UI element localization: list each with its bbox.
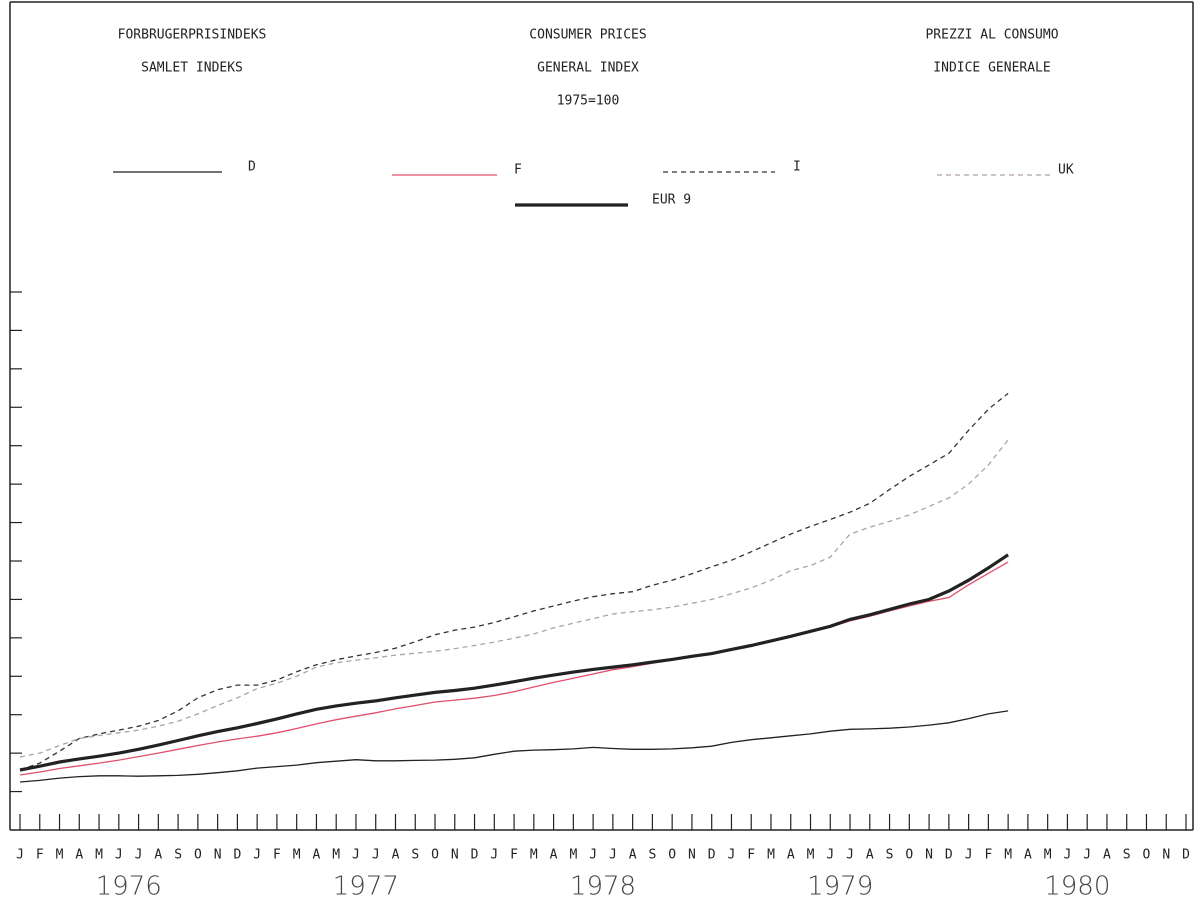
x-tick-label: J — [135, 848, 143, 863]
x-tick-label: F — [984, 848, 992, 863]
x-tick-label: A — [75, 848, 83, 863]
x-tick-label: O — [668, 848, 676, 863]
x-tick-label: S — [1123, 848, 1131, 863]
x-tick-label: F — [36, 848, 44, 863]
x-tick-label: N — [925, 848, 933, 863]
legend-label: F — [514, 163, 522, 178]
x-tick-label: O — [431, 848, 439, 863]
x-tick-label: D — [708, 848, 716, 863]
year-label: 1979 — [807, 872, 873, 902]
year-label: 1977 — [333, 872, 399, 902]
x-tick-label: M — [530, 848, 538, 863]
legend-label: D — [248, 160, 256, 175]
x-tick-label: A — [154, 848, 162, 863]
x-tick-label: A — [1103, 848, 1111, 863]
x-tick-label: A — [787, 848, 795, 863]
x-tick-label: S — [411, 848, 419, 863]
x-tick-label: J — [352, 848, 360, 863]
x-tick-label: J — [846, 848, 854, 863]
x-tick-label: M — [767, 848, 775, 863]
chart-title: CONSUMER PRICES — [529, 28, 646, 43]
chart-title: GENERAL INDEX — [537, 61, 639, 76]
x-tick-label: A — [392, 848, 400, 863]
x-tick-label: J — [728, 848, 736, 863]
x-tick-label: S — [174, 848, 182, 863]
year-label: 1980 — [1044, 872, 1110, 902]
series-line — [19, 439, 1009, 758]
x-tick-label: N — [688, 848, 696, 863]
series-line — [19, 710, 1009, 783]
x-tick-label: J — [826, 848, 834, 863]
x-tick-label: N — [214, 848, 222, 863]
x-tick-label: O — [1143, 848, 1151, 863]
x-tick-label: A — [866, 848, 874, 863]
x-tick-label: O — [194, 848, 202, 863]
chart-title: FORBRUGERPRISINDEKS — [118, 28, 267, 43]
x-tick-label: A — [1024, 848, 1032, 863]
x-tick-label: F — [747, 848, 755, 863]
year-label: 1976 — [96, 872, 162, 902]
x-tick-label: J — [253, 848, 261, 863]
x-tick-label: J — [589, 848, 597, 863]
x-tick-label: M — [569, 848, 577, 863]
x-tick-label: J — [372, 848, 380, 863]
x-tick-label: N — [1162, 848, 1170, 863]
x-tick-label: D — [233, 848, 241, 863]
x-tick-label: J — [115, 848, 123, 863]
x-tick-label: A — [629, 848, 637, 863]
chart-title: PREZZI AL CONSUMO — [925, 28, 1058, 43]
x-tick-label: O — [905, 848, 913, 863]
x-tick-label: J — [16, 848, 24, 863]
x-tick-label: J — [1083, 848, 1091, 863]
x-tick-label: F — [273, 848, 281, 863]
x-tick-label: A — [313, 848, 321, 863]
x-tick-label: F — [510, 848, 518, 863]
x-tick-label: S — [886, 848, 894, 863]
series-line — [19, 392, 1009, 771]
legend-label: I — [793, 160, 801, 175]
chart-title: INDICE GENERALE — [933, 61, 1050, 76]
x-tick-label: M — [95, 848, 103, 863]
x-tick-label: M — [1044, 848, 1052, 863]
x-tick-label: J — [965, 848, 973, 863]
x-tick-label: M — [293, 848, 301, 863]
legend-label: UK — [1058, 163, 1074, 178]
year-label: 1978 — [570, 872, 636, 902]
x-tick-label: A — [550, 848, 558, 863]
x-tick-label: N — [451, 848, 459, 863]
x-tick-label: M — [807, 848, 815, 863]
x-tick-label: M — [332, 848, 340, 863]
x-tick-label: M — [1004, 848, 1012, 863]
x-tick-label: J — [609, 848, 617, 863]
legend-label: EUR 9 — [652, 193, 691, 208]
x-tick-label: J — [1064, 848, 1072, 863]
x-tick-label: D — [945, 848, 953, 863]
x-tick-label: D — [471, 848, 479, 863]
x-tick-label: M — [56, 848, 64, 863]
chart-title: SAMLET INDEKS — [141, 61, 243, 76]
x-tick-label: S — [648, 848, 656, 863]
x-tick-label: J — [490, 848, 498, 863]
chart-title: 1975=100 — [557, 94, 620, 109]
series-line — [19, 553, 1009, 772]
x-tick-label: D — [1182, 848, 1190, 863]
